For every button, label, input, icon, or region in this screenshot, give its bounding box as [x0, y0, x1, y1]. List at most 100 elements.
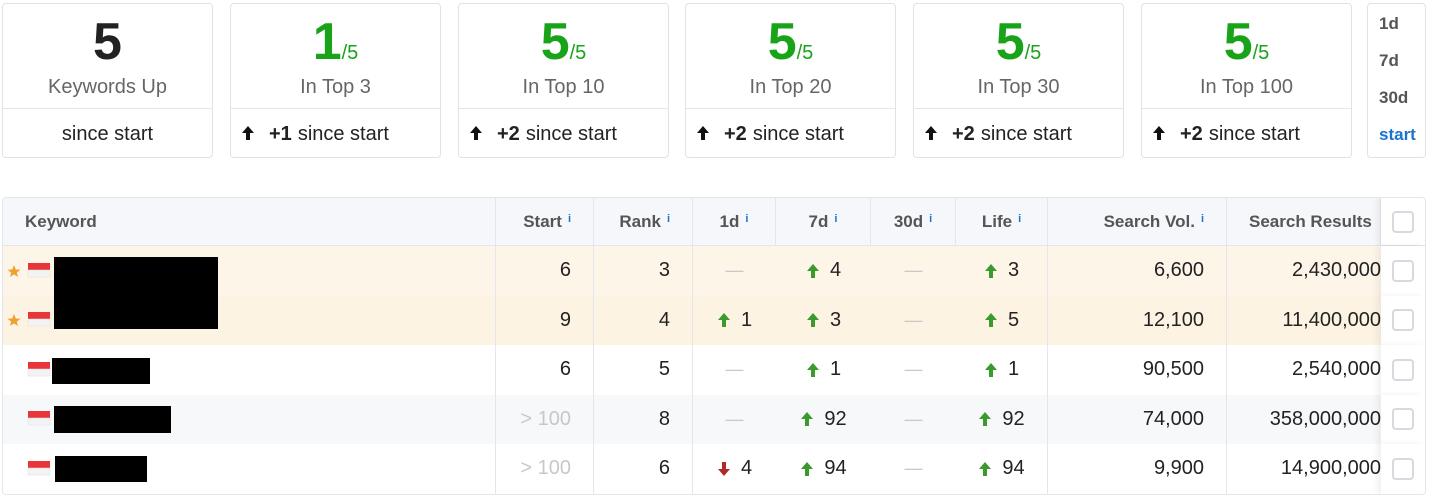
empty-mark: —	[725, 260, 744, 281]
row-select	[1381, 246, 1425, 296]
flag-red	[28, 312, 50, 320]
card-change: +2 since start	[924, 123, 1123, 146]
info-icon[interactable]: i	[834, 212, 838, 225]
keyword-icons	[7, 312, 51, 327]
checkbox[interactable]	[1392, 309, 1414, 332]
search-results-cell: 11,400,000	[1282, 308, 1381, 331]
column-header: 7d i	[776, 198, 871, 245]
change-value: 5	[1007, 308, 1020, 331]
keyword-icons	[27, 411, 51, 426]
change-value: 94	[824, 457, 847, 480]
search-results-cell: 358,000,000	[1269, 407, 1381, 430]
summary-card: 5/5 In Top 10 +2 since start	[458, 3, 669, 158]
table-row: 6 3—4—3 6,600 2,430,000	[3, 246, 1425, 296]
checkbox[interactable]	[1392, 408, 1414, 431]
rank-cell: 4	[594, 295, 693, 345]
checkbox[interactable]	[1392, 457, 1414, 480]
value: 5	[1223, 13, 1253, 71]
rankings-table: Keyword Start i Rank i 1d i 7d i 30d i Life i Search …	[2, 197, 1426, 495]
period-option[interactable]: 7d	[1379, 51, 1399, 70]
period-option[interactable]: start	[1379, 125, 1416, 144]
change-cell: —	[871, 296, 956, 346]
up-arrow	[801, 461, 814, 476]
up-arrow	[697, 126, 709, 140]
change-value: 4	[740, 457, 753, 480]
arrow-shape	[984, 263, 997, 278]
change-text: since start	[525, 123, 617, 145]
change-value: 92	[1002, 407, 1025, 430]
value: 5	[93, 13, 122, 71]
card-change: +2 since start	[696, 123, 895, 146]
search-results-cell: 14,900,000	[1280, 457, 1381, 480]
rank-cell: 6	[594, 444, 693, 494]
info-icon[interactable]: i	[1200, 212, 1204, 225]
change-text: since start	[980, 123, 1072, 145]
info-icon[interactable]: i	[666, 212, 670, 225]
empty-mark: —	[904, 458, 923, 479]
arrow-shape	[242, 126, 254, 140]
up-arrow	[717, 313, 730, 328]
search-vol-cell: 90,500	[1048, 345, 1227, 395]
period-option[interactable]: 30d	[1379, 88, 1409, 107]
flag-white	[27, 368, 51, 376]
change-value: 3	[1007, 259, 1020, 282]
card-change: +2 since start	[1152, 123, 1351, 146]
header-label: Search Results	[1249, 211, 1372, 231]
keyword-cell	[3, 394, 496, 444]
card-value: 5/5	[914, 14, 1123, 70]
divider	[1142, 108, 1351, 109]
arrow-shape	[925, 126, 937, 140]
header-label: 1d	[719, 211, 740, 231]
info-icon[interactable]: i	[1018, 212, 1022, 225]
up-arrow	[242, 126, 254, 140]
card-label: In Top 20	[749, 76, 832, 98]
up-arrow	[984, 263, 997, 278]
change-cell: 3	[956, 246, 1048, 296]
change-cell: 1	[956, 345, 1048, 395]
column-header: Start i	[496, 198, 594, 245]
info-icon[interactable]: i	[929, 212, 933, 225]
change-cell: —	[871, 444, 956, 494]
info-icon[interactable]: i	[745, 212, 749, 225]
card-change: +2 since start	[469, 123, 668, 146]
delta: +2	[724, 123, 747, 145]
delta: +2	[497, 123, 520, 145]
rank-cell: 5	[594, 345, 693, 395]
table-row: > 100 8 — 92 — 92 74,000 358,000,000	[3, 394, 1425, 445]
search-vol-cell: 9,900	[1048, 444, 1227, 494]
change-cell: —	[871, 395, 956, 445]
search-vol-cell: 12,100	[1048, 295, 1227, 345]
header-label: Start	[523, 211, 562, 231]
header-label: Life	[981, 211, 1013, 231]
rank-cell: 3	[594, 246, 693, 296]
checkbox[interactable]	[1392, 358, 1414, 381]
keyword-icons	[27, 460, 51, 475]
change-text: since start	[752, 123, 844, 145]
info-icon[interactable]: i	[567, 212, 571, 225]
header-label: Rank	[619, 211, 661, 231]
value: 5	[540, 13, 570, 71]
empty-mark: —	[725, 408, 744, 429]
search-results-cell: 2,430,000	[1292, 259, 1381, 282]
up-arrow	[984, 362, 997, 377]
change-value: 1	[829, 358, 842, 381]
change-cell: 1	[776, 345, 871, 395]
card-change: +1 since start	[241, 123, 440, 146]
total: /5	[341, 42, 359, 64]
flag-red	[28, 411, 50, 419]
summary-card: 5/5 In Top 100 +2 since start	[1141, 3, 1352, 158]
change-cell: 92	[956, 394, 1048, 444]
summary-card: 5/5 In Top 20 +2 since start	[685, 3, 896, 158]
card-value: 5/5	[459, 14, 668, 70]
select-all	[1381, 198, 1425, 245]
arrow-shape	[979, 412, 992, 427]
card-value: 5	[3, 14, 212, 70]
checkbox[interactable]	[1392, 210, 1414, 233]
change-cell: —	[693, 395, 776, 445]
change-cell: —	[871, 345, 956, 395]
checkbox[interactable]	[1392, 259, 1414, 282]
arrow-shape	[806, 263, 819, 278]
change-cell: 3	[776, 296, 871, 346]
period-option[interactable]: 1d	[1379, 14, 1399, 33]
change-cell: —	[871, 246, 956, 296]
